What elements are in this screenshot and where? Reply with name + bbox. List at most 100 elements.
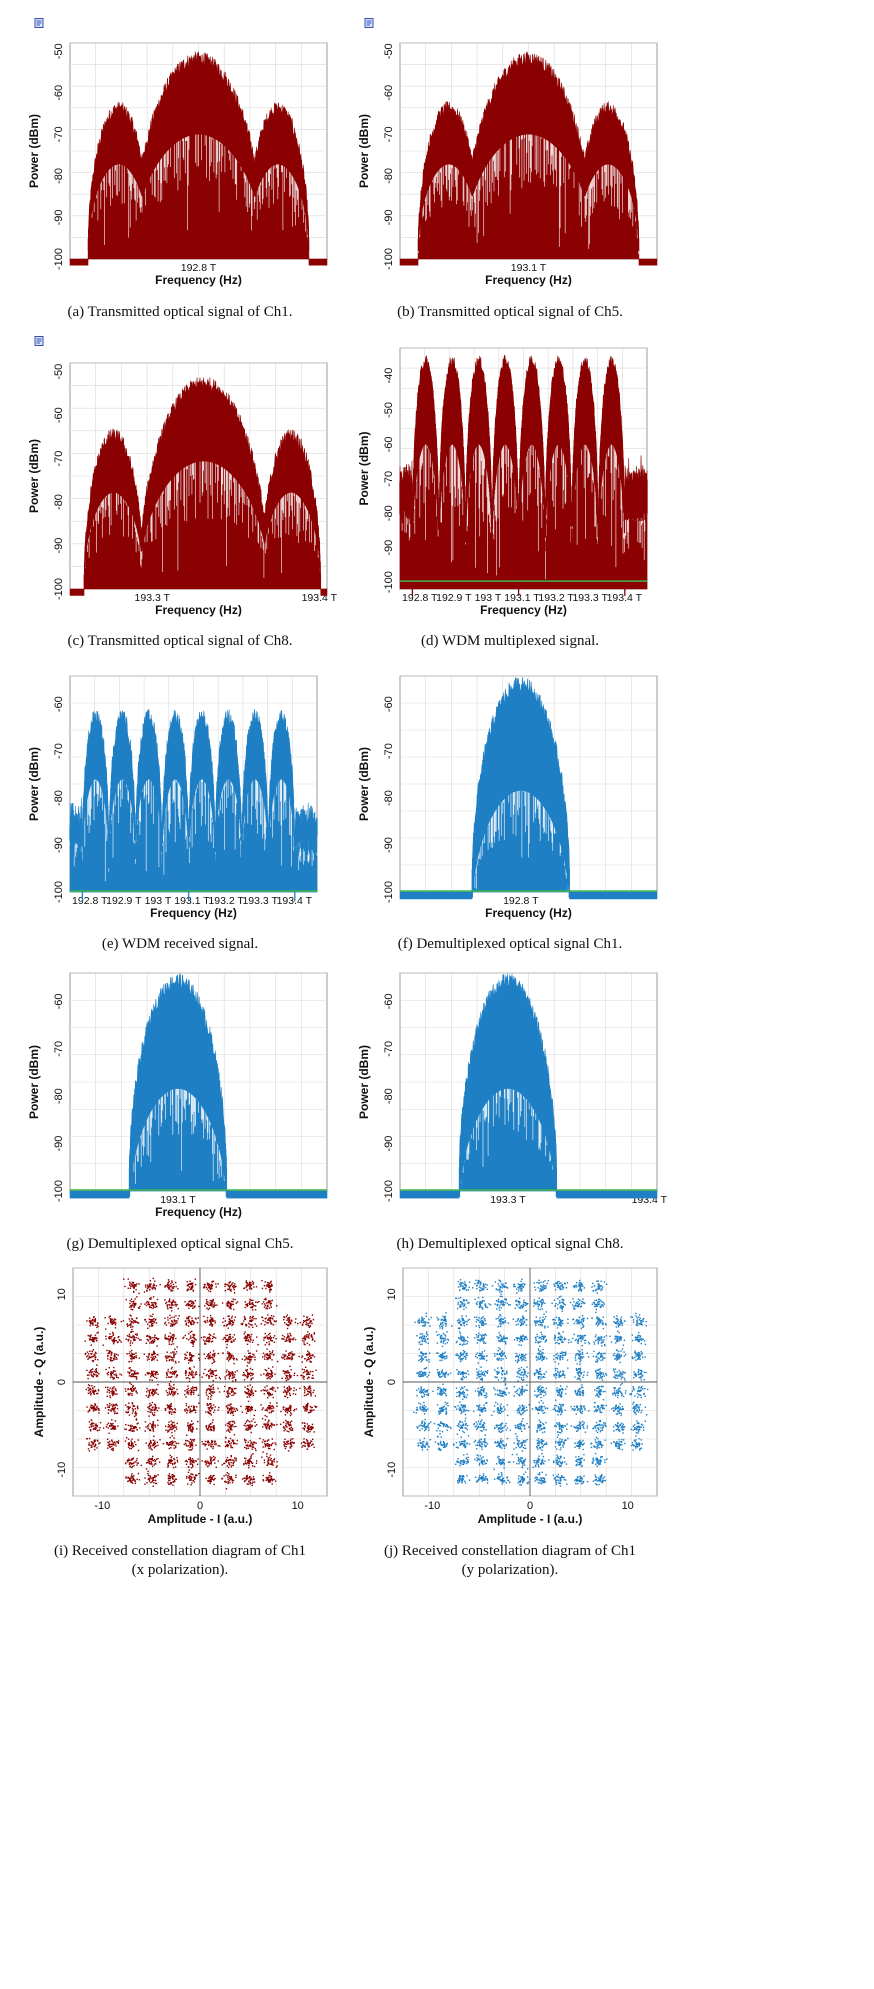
constellation-point: [415, 1412, 417, 1414]
constellation-point: [192, 1389, 195, 1392]
constellation-point: [167, 1463, 169, 1465]
constellation-point: [302, 1372, 305, 1374]
constellation-point: [130, 1388, 133, 1390]
constellation-point: [267, 1301, 270, 1303]
constellation-point: [251, 1356, 253, 1358]
constellation-point: [287, 1443, 289, 1445]
constellation-point: [151, 1322, 153, 1325]
x-tick-label: 193.3 T: [242, 895, 278, 907]
constellation-point: [191, 1473, 193, 1475]
constellation-point: [289, 1389, 291, 1391]
spectrum-texture: [401, 444, 647, 580]
constellation-point: [214, 1477, 216, 1480]
constellation-point: [145, 1286, 147, 1288]
constellation-point: [189, 1360, 191, 1362]
constellation-point: [147, 1327, 149, 1329]
constellation-point: [284, 1414, 287, 1416]
constellation-point: [282, 1421, 285, 1424]
constellation-point: [171, 1474, 173, 1476]
constellation-cluster: [184, 1402, 200, 1414]
constellation-point: [283, 1444, 285, 1446]
constellation-point: [252, 1302, 254, 1304]
constellation-point: [107, 1441, 109, 1443]
constellation-point: [224, 1481, 226, 1483]
constellation-point: [275, 1443, 277, 1446]
constellation-point: [307, 1319, 309, 1321]
constellation-point: [314, 1340, 316, 1342]
constellation-point: [170, 1428, 172, 1430]
constellation-point: [231, 1411, 233, 1414]
constellation-point: [210, 1334, 212, 1336]
constellation-point: [139, 1427, 141, 1429]
constellation-cluster: [205, 1474, 216, 1486]
constellation-point: [169, 1479, 171, 1481]
constellation-point: [197, 1420, 199, 1423]
constellation-point: [108, 1444, 110, 1446]
constellation-point: [307, 1441, 309, 1444]
constellation-point: [208, 1385, 210, 1387]
constellation-point: [109, 1376, 112, 1379]
constellation-point: [111, 1445, 113, 1448]
y-tick-label: -50: [383, 402, 395, 418]
constellation-point: [249, 1394, 252, 1396]
constellation-point: [171, 1286, 173, 1288]
constellation-cluster: [281, 1365, 299, 1382]
constellation-point: [170, 1385, 172, 1388]
constellation-point: [423, 1437, 426, 1440]
constellation-point: [251, 1389, 253, 1392]
constellation-point: [276, 1461, 278, 1463]
constellation-point: [190, 1441, 193, 1443]
constellation-point: [243, 1371, 245, 1374]
constellation-point: [268, 1393, 270, 1395]
constellation-point: [191, 1458, 194, 1460]
constellation-point: [203, 1353, 205, 1355]
constellation-point: [131, 1438, 133, 1440]
constellation-point: [191, 1476, 193, 1479]
constellation-point: [228, 1323, 230, 1325]
constellation-point: [286, 1356, 289, 1358]
constellation-point: [168, 1299, 171, 1302]
constellation-point: [191, 1373, 193, 1375]
constellation-point: [107, 1322, 109, 1325]
constellation-point: [130, 1383, 132, 1386]
constellation-point: [288, 1358, 290, 1360]
constellation-cluster: [224, 1420, 237, 1433]
constellation-point: [94, 1353, 96, 1356]
constellation-point: [153, 1359, 155, 1361]
constellation-point: [176, 1461, 179, 1463]
y-tick-label: -100: [53, 881, 65, 903]
constellation-point: [306, 1370, 308, 1373]
constellation-point: [247, 1477, 249, 1479]
constellation-point: [262, 1480, 265, 1482]
constellation-point: [270, 1302, 272, 1305]
constellation-point: [240, 1405, 242, 1408]
constellation-point: [423, 1388, 425, 1391]
constellation-point: [113, 1340, 115, 1342]
constellation-point: [284, 1354, 286, 1356]
constellation-point: [251, 1482, 253, 1485]
constellation-point: [248, 1481, 250, 1483]
constellation-point: [247, 1283, 250, 1285]
constellation-point: [254, 1359, 256, 1361]
constellation-point: [305, 1394, 307, 1396]
constellation-point: [144, 1483, 146, 1485]
constellation-point: [90, 1344, 92, 1346]
constellation-point: [286, 1358, 288, 1360]
constellation-point: [284, 1391, 286, 1393]
y-tick-label: -100: [53, 1180, 65, 1202]
constellation-point: [95, 1408, 97, 1410]
constellation-point: [290, 1420, 293, 1422]
constellation-cluster: [261, 1297, 278, 1310]
constellation-point: [186, 1389, 188, 1391]
constellation-point: [274, 1390, 276, 1392]
constellation-point: [192, 1343, 194, 1345]
constellation-point: [249, 1479, 251, 1482]
constellation-point: [149, 1306, 151, 1308]
constellation-point: [245, 1325, 247, 1327]
constellation-point: [249, 1476, 251, 1478]
constellation-point: [128, 1407, 130, 1410]
constellation-point: [92, 1373, 95, 1375]
constellation-point: [171, 1375, 173, 1378]
constellation-point: [135, 1377, 138, 1380]
constellation-point: [272, 1442, 274, 1444]
